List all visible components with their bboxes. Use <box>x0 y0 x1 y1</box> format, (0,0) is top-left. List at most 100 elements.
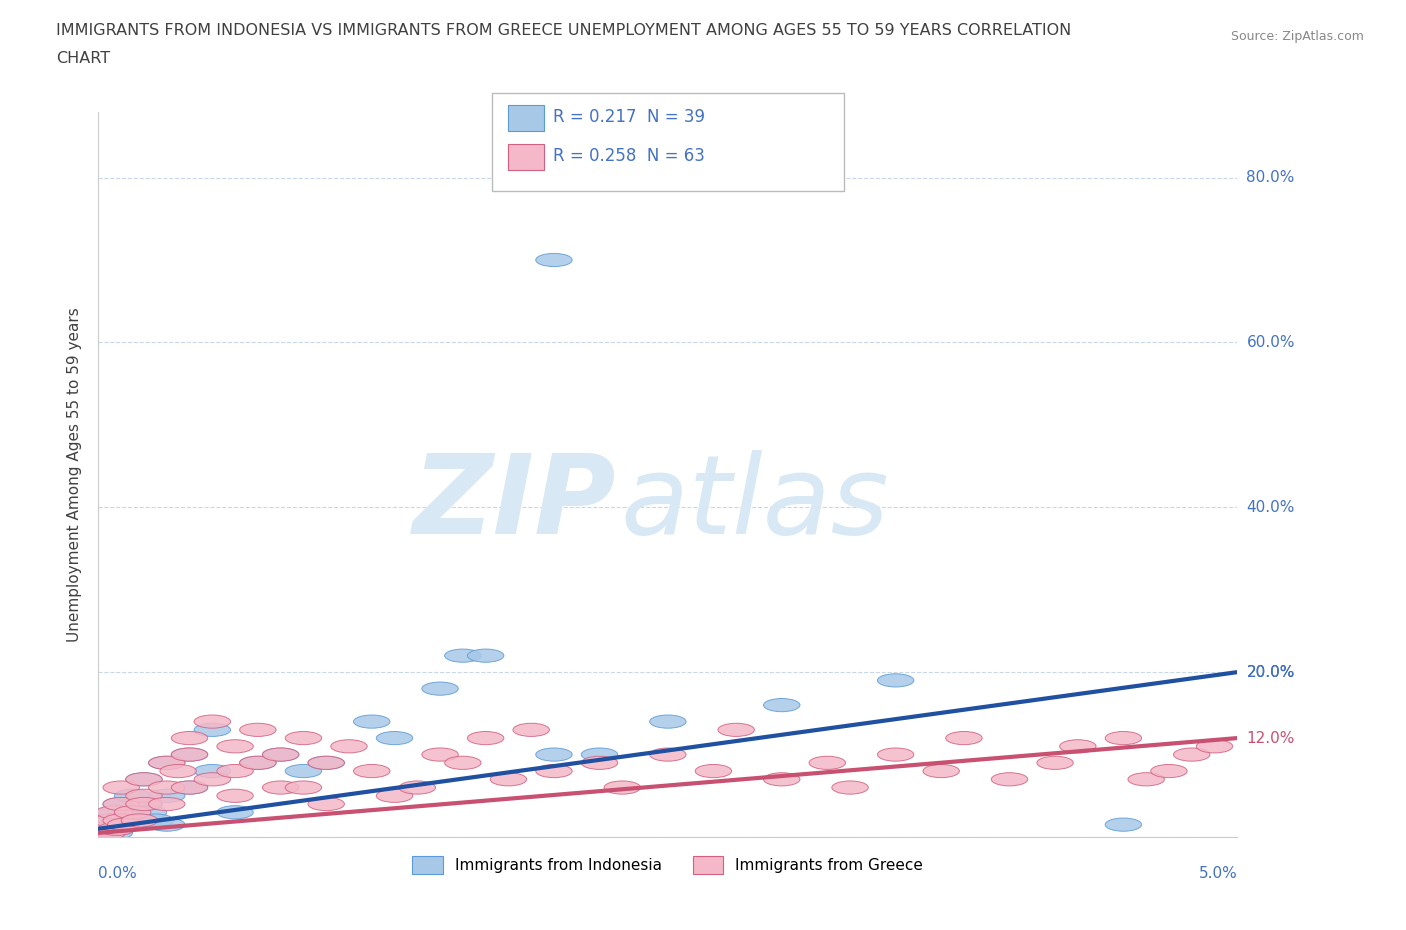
Ellipse shape <box>172 748 208 761</box>
Ellipse shape <box>581 748 617 761</box>
Ellipse shape <box>946 732 983 745</box>
Ellipse shape <box>172 748 208 761</box>
Text: 0.0%: 0.0% <box>98 866 138 881</box>
Ellipse shape <box>877 673 914 687</box>
Ellipse shape <box>114 805 150 819</box>
Ellipse shape <box>121 814 157 827</box>
Ellipse shape <box>103 814 139 827</box>
Text: IMMIGRANTS FROM INDONESIA VS IMMIGRANTS FROM GREECE UNEMPLOYMENT AMONG AGES 55 T: IMMIGRANTS FROM INDONESIA VS IMMIGRANTS … <box>56 23 1071 38</box>
Text: 20.0%: 20.0% <box>1246 665 1295 680</box>
Ellipse shape <box>239 756 276 769</box>
Ellipse shape <box>399 781 436 794</box>
Ellipse shape <box>285 732 322 745</box>
Ellipse shape <box>467 732 503 745</box>
Ellipse shape <box>91 814 128 827</box>
Ellipse shape <box>353 715 389 728</box>
Text: R = 0.217  N = 39: R = 0.217 N = 39 <box>553 108 704 126</box>
Ellipse shape <box>491 773 527 786</box>
Ellipse shape <box>808 756 845 769</box>
Ellipse shape <box>107 818 143 831</box>
Text: 40.0%: 40.0% <box>1246 499 1295 515</box>
Ellipse shape <box>194 724 231 737</box>
Ellipse shape <box>1036 756 1073 769</box>
Ellipse shape <box>217 764 253 777</box>
Ellipse shape <box>172 781 208 794</box>
Ellipse shape <box>217 805 253 819</box>
Ellipse shape <box>536 764 572 777</box>
Ellipse shape <box>422 682 458 696</box>
Ellipse shape <box>650 715 686 728</box>
Text: ZIP: ZIP <box>413 450 617 557</box>
Ellipse shape <box>94 814 131 827</box>
Ellipse shape <box>513 724 550 737</box>
Text: 80.0%: 80.0% <box>1246 170 1295 185</box>
Ellipse shape <box>536 253 572 267</box>
Ellipse shape <box>217 739 253 753</box>
Ellipse shape <box>98 822 135 835</box>
Ellipse shape <box>149 818 186 831</box>
Ellipse shape <box>285 764 322 777</box>
Ellipse shape <box>263 781 299 794</box>
Text: Source: ZipAtlas.com: Source: ZipAtlas.com <box>1230 30 1364 43</box>
Ellipse shape <box>877 748 914 761</box>
Ellipse shape <box>125 773 162 786</box>
Ellipse shape <box>103 814 139 827</box>
Ellipse shape <box>763 773 800 786</box>
Ellipse shape <box>149 756 186 769</box>
Ellipse shape <box>160 764 197 777</box>
Ellipse shape <box>263 748 299 761</box>
Ellipse shape <box>194 715 231 728</box>
Ellipse shape <box>308 756 344 769</box>
Ellipse shape <box>377 732 413 745</box>
Ellipse shape <box>114 790 150 803</box>
Ellipse shape <box>377 790 413 803</box>
Ellipse shape <box>149 797 186 811</box>
Ellipse shape <box>536 748 572 761</box>
Ellipse shape <box>581 756 617 769</box>
Ellipse shape <box>103 797 139 811</box>
Ellipse shape <box>1105 732 1142 745</box>
Ellipse shape <box>90 826 125 840</box>
Ellipse shape <box>138 814 173 827</box>
Ellipse shape <box>605 781 641 794</box>
Ellipse shape <box>1197 739 1233 753</box>
Ellipse shape <box>149 756 186 769</box>
Ellipse shape <box>96 826 132 840</box>
Ellipse shape <box>112 810 149 823</box>
Ellipse shape <box>718 724 755 737</box>
Ellipse shape <box>285 781 322 794</box>
Ellipse shape <box>96 805 132 819</box>
Ellipse shape <box>103 781 139 794</box>
Ellipse shape <box>991 773 1028 786</box>
Ellipse shape <box>103 797 139 811</box>
Ellipse shape <box>444 756 481 769</box>
Ellipse shape <box>330 739 367 753</box>
Ellipse shape <box>263 748 299 761</box>
Ellipse shape <box>308 797 344 811</box>
Ellipse shape <box>353 764 389 777</box>
Ellipse shape <box>1128 773 1164 786</box>
Ellipse shape <box>695 764 731 777</box>
Ellipse shape <box>87 822 124 835</box>
Ellipse shape <box>650 748 686 761</box>
Text: 60.0%: 60.0% <box>1246 335 1295 350</box>
Ellipse shape <box>194 773 231 786</box>
Ellipse shape <box>194 764 231 777</box>
Ellipse shape <box>94 822 131 835</box>
Ellipse shape <box>98 805 135 819</box>
Ellipse shape <box>1150 764 1187 777</box>
Ellipse shape <box>172 732 208 745</box>
Legend: Immigrants from Indonesia, Immigrants from Greece: Immigrants from Indonesia, Immigrants fr… <box>406 850 929 880</box>
Ellipse shape <box>125 773 162 786</box>
Ellipse shape <box>131 805 167 819</box>
Ellipse shape <box>125 797 162 811</box>
Ellipse shape <box>239 756 276 769</box>
Text: 20.0%: 20.0% <box>1246 665 1295 680</box>
Ellipse shape <box>1060 739 1097 753</box>
Ellipse shape <box>125 797 162 811</box>
Y-axis label: Unemployment Among Ages 55 to 59 years: Unemployment Among Ages 55 to 59 years <box>67 307 83 642</box>
Ellipse shape <box>922 764 959 777</box>
Text: atlas: atlas <box>620 450 889 557</box>
Text: R = 0.258  N = 63: R = 0.258 N = 63 <box>553 147 704 166</box>
Ellipse shape <box>763 698 800 711</box>
